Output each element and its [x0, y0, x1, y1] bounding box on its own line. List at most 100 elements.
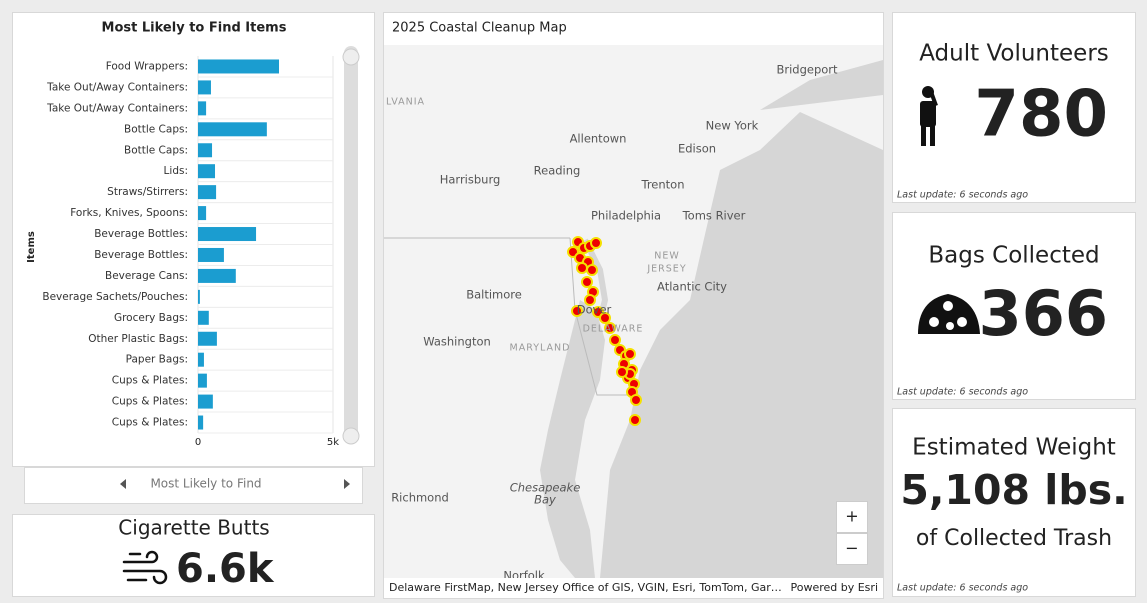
powered-by[interactable]: Powered by Esri [790, 581, 878, 594]
y-tick-label: Bottle Caps: [124, 123, 188, 135]
map-label: NEW [654, 251, 680, 262]
y-tick-label: Beverage Cans: [105, 270, 188, 282]
bar [198, 331, 217, 346]
indicator-title: Estimated Weight [912, 435, 1116, 461]
bar [198, 289, 200, 304]
ocean [600, 112, 883, 578]
y-tick-label: Lids: [164, 165, 188, 177]
scroll-handle[interactable] [342, 427, 360, 445]
indicator-panel [892, 408, 1136, 597]
next-button[interactable] [344, 479, 350, 489]
bar [198, 164, 216, 179]
site-marker [571, 305, 583, 317]
bar [198, 185, 217, 200]
y-tick-label: Food Wrappers: [106, 60, 188, 72]
indicator-subtitle: of Collected Trash [916, 526, 1112, 551]
indicator-panel [12, 514, 375, 597]
site-marker [630, 394, 642, 406]
map-label: Bay [534, 493, 556, 507]
last-update: Last update: 6 seconds ago [897, 583, 1028, 594]
bar [198, 101, 207, 116]
map-label: Bridgeport [776, 63, 838, 77]
border [384, 237, 632, 396]
scrollbar[interactable] [344, 46, 358, 444]
chart-title: Most Likely to Find Items [102, 21, 287, 36]
zoom-in[interactable] [836, 501, 868, 533]
site-marker [581, 276, 593, 288]
zoom-out[interactable] [836, 533, 868, 565]
zoom-out-label: − [845, 539, 858, 558]
x-tick-label: 0 [195, 437, 201, 448]
y-tick-label: Cups & Plates: [112, 417, 188, 429]
x-tick-label: 5k [327, 437, 339, 448]
bar [198, 122, 267, 137]
map-label: MARYLAND [510, 343, 571, 354]
map-label: Trenton [640, 178, 684, 192]
map-label: Richmond [391, 491, 449, 505]
map-label: New York [706, 119, 759, 133]
site-marker [604, 322, 616, 334]
site-marker [599, 312, 611, 324]
map-label: Philadelphia [591, 209, 661, 223]
map-label: LVANIA [386, 97, 425, 108]
site-marker [590, 237, 602, 249]
y-tick-label: Straws/Stirrers: [107, 186, 188, 198]
map-label: Dover [577, 303, 612, 317]
bar [198, 80, 211, 95]
map-label: Reading [534, 164, 581, 178]
indicator-value: 780 [974, 78, 1108, 152]
attribution: Delaware FirstMap, New Jersey Office of … [389, 581, 782, 594]
bar [198, 394, 213, 409]
cleanup-sites [567, 236, 642, 426]
last-update: Last update: 6 seconds ago [897, 190, 1028, 201]
last-update: Last update: 6 seconds ago [897, 387, 1028, 398]
y-tick-label: Other Plastic Bags: [88, 333, 188, 345]
person-icon [920, 86, 938, 146]
wind-icon [122, 550, 168, 585]
indicator-panel [892, 12, 1136, 203]
y-tick-label: Cups & Plates: [112, 375, 188, 387]
indicator-value: 6.6k [176, 546, 275, 592]
map-label: Washington [423, 335, 491, 349]
site-marker [576, 262, 588, 274]
map-label: Chesapeake [510, 481, 581, 495]
chart-nav [24, 467, 363, 504]
map-label: JERSEY [646, 264, 686, 275]
map-label: Toms River [682, 209, 746, 223]
y-tick-label: Cups & Plates: [112, 396, 188, 408]
site-marker [586, 264, 598, 276]
y-tick-label: Forks, Knives, Spoons: [70, 207, 188, 219]
indicator-value: 366 [979, 277, 1108, 350]
site-marker [629, 414, 641, 426]
map-title: 2025 Coastal Cleanup Map [392, 21, 567, 36]
map-label: Harrisburg [440, 173, 501, 187]
scroll-handle[interactable] [342, 48, 360, 66]
map-label: Allentown [570, 132, 627, 146]
y-tick-label: Beverage Bottles: [94, 228, 188, 240]
bar [198, 247, 224, 262]
y-tick-label: Take Out/Away Containers: [46, 102, 188, 114]
bar [198, 206, 207, 221]
y-tick-label: Grocery Bags: [114, 312, 188, 324]
bay [540, 300, 605, 578]
map-label: Norfolk [503, 569, 545, 583]
sound [760, 60, 883, 110]
bar [198, 227, 257, 242]
y-tick-label: Paper Bags: [126, 354, 188, 366]
y-tick-label: Beverage Sachets/Pouches: [42, 291, 188, 303]
y-tick-label: Bottle Caps: [124, 144, 188, 156]
prev-button[interactable] [120, 479, 126, 489]
site-marker [609, 334, 621, 346]
bar [198, 373, 207, 388]
bar [198, 310, 209, 325]
site-marker [584, 294, 596, 306]
map-label: Edison [678, 142, 716, 156]
indicator-title: Cigarette Butts [118, 516, 269, 540]
y-axis-title: Items [26, 231, 37, 263]
bar [198, 59, 279, 74]
bar [198, 352, 204, 367]
map-view[interactable]: Bridgeport LVANIA Allentown New York Edi… [384, 45, 883, 583]
y-tick-label: Take Out/Away Containers: [46, 81, 188, 93]
site-marker [616, 366, 628, 378]
